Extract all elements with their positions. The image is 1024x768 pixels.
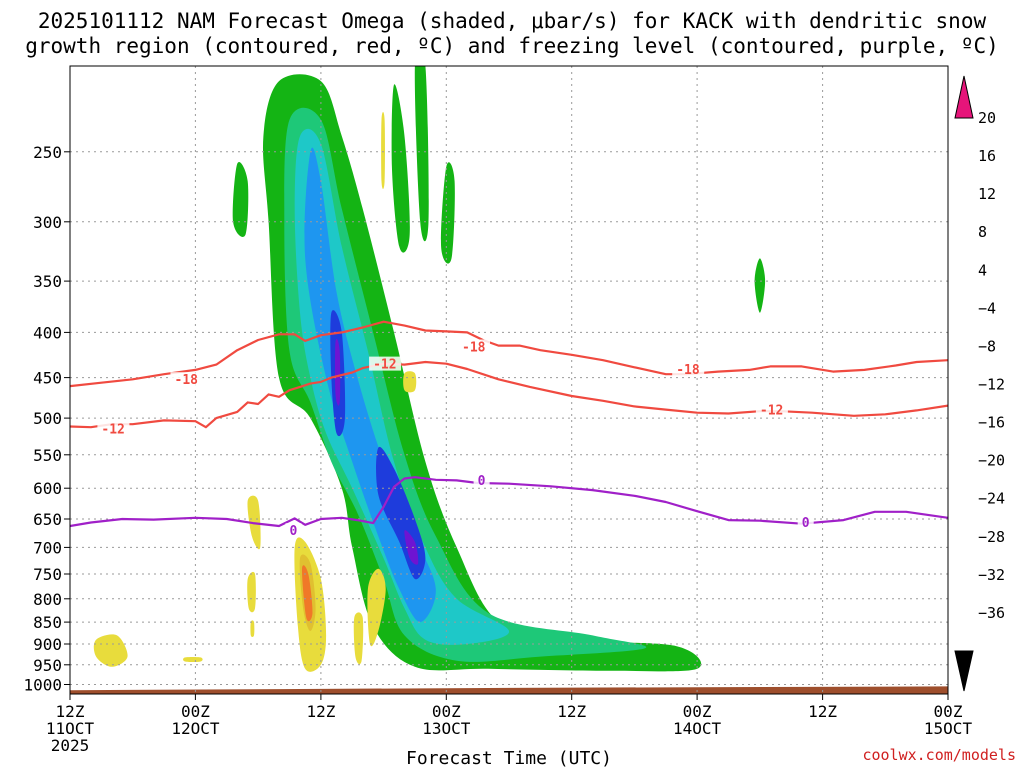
contour-label-bg bbox=[97, 421, 130, 436]
omega-region-17 bbox=[367, 568, 386, 647]
colorbar-label: −8 bbox=[978, 337, 996, 355]
y-tick-label: 850 bbox=[33, 613, 62, 632]
x-tick-label: 15OCT bbox=[924, 719, 973, 738]
y-axis: 250 300 350 400 450 500 550 600 650 700 750 800 850 9… bbox=[23, 143, 70, 695]
colorbar-label: −20 bbox=[978, 452, 1005, 470]
colorbar: 20 16 12 8 4 −4 −8 −12 −16 −20 −24 −28 −32 −36 bbox=[954, 75, 1005, 692]
x-tick-label: 12Z bbox=[56, 702, 85, 721]
y-tick-label: 800 bbox=[33, 590, 62, 609]
omega-region-16 bbox=[250, 620, 255, 638]
y-tick-label: 450 bbox=[33, 369, 62, 388]
omega-region-12 bbox=[404, 530, 419, 565]
plot-frame bbox=[69, 65, 949, 695]
y-tick-label: 300 bbox=[33, 213, 62, 232]
contour-label: -12 bbox=[101, 423, 124, 438]
colorbar-label: −36 bbox=[978, 604, 1005, 622]
x-tick-label: 00Z bbox=[432, 702, 461, 721]
x-tick-label: 00Z bbox=[181, 702, 210, 721]
x-tick-label: 2025 bbox=[51, 736, 90, 755]
x-tick-label: 12OCT bbox=[171, 719, 220, 738]
colorbar-label: 8 bbox=[978, 223, 987, 241]
y-tick-label: 700 bbox=[33, 538, 62, 557]
omega-region-3 bbox=[414, 66, 429, 242]
omega-region-15 bbox=[247, 571, 256, 613]
contour-label-bg bbox=[369, 356, 402, 371]
colorbar-label: −12 bbox=[978, 376, 1005, 394]
colorbar-bottom-arrow bbox=[954, 650, 974, 692]
contour-label: 0 bbox=[802, 516, 810, 531]
x-tick-label: 00Z bbox=[934, 702, 963, 721]
omega-region-21 bbox=[381, 111, 385, 190]
title: 2025101112 NAM Forecast Omega (shaded, μ… bbox=[25, 9, 999, 58]
contour-line-1 bbox=[70, 360, 948, 429]
x-tick-label: 13OCT bbox=[422, 719, 471, 738]
colorbar-label: −4 bbox=[978, 299, 996, 317]
contour-label-bg bbox=[797, 515, 814, 530]
contour-label-bg bbox=[755, 402, 788, 417]
contour-line-0 bbox=[70, 320, 948, 388]
y-tick-label: 500 bbox=[33, 409, 62, 428]
contour-label: -18 bbox=[175, 373, 199, 388]
contour-label: -18 bbox=[462, 341, 486, 356]
x-tick-label: 12Z bbox=[808, 702, 837, 721]
omega-region-20 bbox=[183, 656, 203, 663]
colorbar-label: −28 bbox=[978, 528, 1005, 546]
grid-lines bbox=[69, 66, 949, 694]
contour-label-bg bbox=[473, 473, 490, 488]
contour-label-bg bbox=[672, 361, 705, 376]
terrain-surface bbox=[70, 686, 948, 694]
colorbar-label: −24 bbox=[978, 490, 1005, 508]
y-tick-label: 350 bbox=[33, 272, 62, 291]
omega-region-5 bbox=[754, 258, 766, 313]
colorbar-top-arrow bbox=[954, 75, 974, 119]
omega-region-11 bbox=[334, 338, 341, 406]
contour-label: 0 bbox=[478, 474, 486, 489]
colorbar-label: −32 bbox=[978, 566, 1005, 584]
contour-label: -18 bbox=[676, 363, 700, 378]
chart-title-line-1: 2025101112 NAM Forecast Omega (shaded, μ… bbox=[38, 9, 987, 33]
x-tick-label: 14OCT bbox=[673, 719, 722, 738]
contour-label-bg bbox=[285, 523, 302, 538]
y-tick-label: 550 bbox=[33, 446, 62, 465]
y-tick-label: 950 bbox=[33, 656, 62, 675]
y-tick-label: 600 bbox=[33, 479, 62, 498]
omega-region-4 bbox=[440, 162, 455, 264]
colorbar-label: 12 bbox=[978, 185, 996, 203]
contour-label: -12 bbox=[760, 403, 783, 418]
contour-label-bg bbox=[170, 372, 203, 387]
colorbar-label: 16 bbox=[978, 147, 996, 165]
omega-region-1 bbox=[391, 84, 410, 253]
y-tick-label: 650 bbox=[33, 510, 62, 529]
colorbar-label: −16 bbox=[978, 414, 1005, 432]
colorbar-label: 4 bbox=[978, 261, 987, 279]
x-tick-label: 12Z bbox=[306, 702, 335, 721]
y-tick-label: 900 bbox=[33, 635, 62, 654]
credit-text: coolwx.com/models bbox=[862, 746, 1016, 764]
x-axis-title: Forecast Time (UTC) bbox=[406, 748, 612, 768]
contour-line-2 bbox=[70, 476, 948, 528]
terrain-layer bbox=[70, 686, 948, 694]
x-tick-label: 11OCT bbox=[46, 719, 95, 738]
x-tick-label: 00Z bbox=[683, 702, 712, 721]
omega-region-22 bbox=[403, 371, 417, 393]
omega-shading bbox=[93, 66, 766, 672]
chart-title-line-2: growth region (contoured, red, ºC) and f… bbox=[25, 34, 999, 58]
omega-region-18 bbox=[353, 612, 364, 665]
y-tick-label: 250 bbox=[33, 143, 62, 162]
x-tick-label: 12Z bbox=[557, 702, 586, 721]
omega-region-2 bbox=[232, 161, 249, 237]
contour-label: 0 bbox=[290, 524, 298, 539]
colorbar-label: 20 bbox=[978, 109, 996, 127]
y-tick-label: 750 bbox=[33, 565, 62, 584]
contour-label: -12 bbox=[373, 358, 396, 373]
omega-region-8 bbox=[304, 147, 436, 623]
omega-region-24 bbox=[301, 565, 313, 622]
omega-region-19 bbox=[93, 634, 128, 667]
y-tick-label: 1000 bbox=[23, 676, 62, 695]
temperature-contours: -18 -18 -18 -12 -12 -12 0 0 0 bbox=[70, 320, 948, 539]
y-tick-label: 400 bbox=[33, 323, 62, 342]
contour-label-bg bbox=[458, 339, 490, 354]
